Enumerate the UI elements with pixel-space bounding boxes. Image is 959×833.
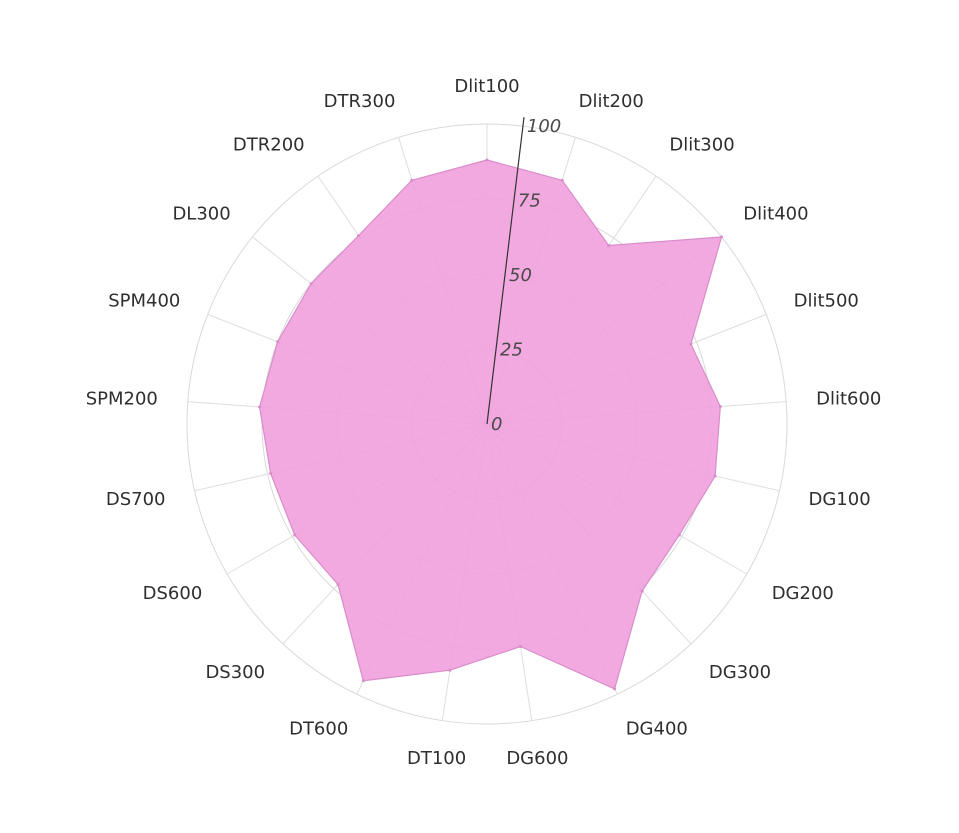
data-point-spm200 — [258, 405, 262, 409]
category-label-dlit200: Dlit200 — [579, 91, 644, 112]
category-labels: Dlit100 Dlit200 Dlit300 Dlit400 Dlit500 Dlit6… — [86, 76, 882, 769]
tick-label-100: 100 — [527, 116, 561, 137]
data-point-dlit200 — [560, 178, 564, 182]
category-label-dt600: DT600 — [289, 719, 348, 740]
data-point-dg400 — [613, 687, 617, 691]
data-point-dg600 — [519, 645, 522, 648]
category-label-dlit300: Dlit300 — [669, 135, 734, 156]
category-label-dlit500: Dlit500 — [794, 291, 859, 312]
data-point-dg300 — [640, 589, 644, 593]
tick-label-0: 0 — [491, 414, 502, 435]
radial-axis: 0 25 50 75 100 — [486, 116, 561, 435]
data-point-dt600 — [361, 679, 365, 683]
data-point-ds700 — [269, 471, 273, 475]
category-label-dlit400: Dlit400 — [743, 203, 808, 224]
radial-axis-line — [486, 117, 525, 425]
data-point-dlit600 — [718, 405, 722, 408]
category-label-dg300: DG300 — [709, 662, 771, 683]
category-label-dtr200: DTR200 — [233, 135, 305, 156]
data-point-dtr200 — [357, 234, 361, 238]
series-layer — [258, 158, 723, 691]
category-label-ds700: DS700 — [106, 489, 166, 510]
tick-label-75: 75 — [518, 191, 541, 212]
category-label-ds300: DS300 — [205, 662, 265, 683]
category-label-dg100: DG100 — [809, 489, 871, 510]
data-point-dg200 — [677, 533, 681, 537]
category-label-dlit100: Dlit100 — [454, 76, 519, 97]
data-point-dtr300 — [410, 178, 414, 182]
data-point-dt100 — [448, 668, 452, 672]
category-label-spm200: SPM200 — [86, 389, 158, 410]
category-label-dt100: DT100 — [407, 748, 466, 769]
data-point-dlit300 — [607, 244, 611, 247]
category-label-ds600: DS600 — [143, 583, 203, 604]
data-point-ds600 — [293, 533, 297, 537]
category-label-dl300: DL300 — [172, 203, 230, 224]
category-label-dg600: DG600 — [506, 748, 568, 769]
data-point-ds300 — [336, 583, 340, 586]
category-label-dg200: DG200 — [772, 583, 834, 604]
category-label-dtr300: DTR300 — [324, 91, 396, 112]
tick-label-25: 25 — [500, 340, 523, 361]
category-label-dlit600: Dlit600 — [816, 389, 881, 410]
category-label-spm400: SPM400 — [108, 291, 180, 312]
data-point-dg100 — [713, 474, 717, 478]
data-point-dlit100 — [485, 158, 489, 162]
data-point-dlit400 — [720, 235, 723, 239]
data-point-spm400 — [276, 340, 280, 344]
category-label-dg400: DG400 — [626, 719, 688, 740]
series-area-0 — [259, 159, 723, 690]
tick-label-50: 50 — [509, 265, 532, 286]
data-point-dl300 — [309, 282, 313, 286]
data-point-dlit500 — [689, 342, 693, 346]
